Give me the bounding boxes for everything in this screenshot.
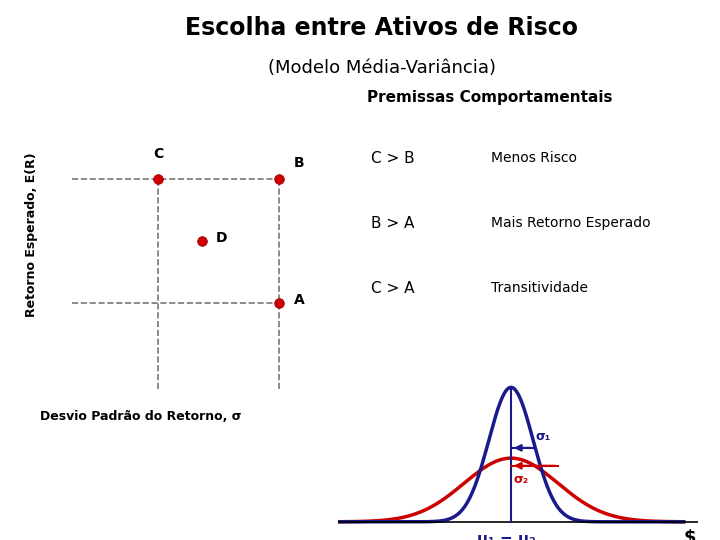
Text: Menos Risco: Menos Risco [490,151,577,165]
Text: Desvio Padrão do Retorno, σ: Desvio Padrão do Retorno, σ [40,410,241,423]
Text: Mais Retorno Esperado: Mais Retorno Esperado [490,216,650,230]
Text: Retorno Esperado, E(R): Retorno Esperado, E(R) [25,153,38,317]
Text: Transitividade: Transitividade [490,281,588,295]
Text: B: B [294,156,305,170]
Text: μ₁ = μ₂: μ₁ = μ₂ [477,532,536,540]
Text: C: C [153,147,163,161]
Text: C > A: C > A [371,281,414,295]
Text: $: $ [683,529,696,540]
Text: D: D [216,231,228,245]
Text: Escolha entre Ativos de Risco: Escolha entre Ativos de Risco [185,16,578,40]
Text: σ₂: σ₂ [513,474,528,487]
Text: B > A: B > A [371,216,414,231]
Text: (Modelo Média-Variância): (Modelo Média-Variância) [268,59,495,77]
Text: Premissas Comportamentais: Premissas Comportamentais [367,90,613,105]
Text: σ₁: σ₁ [536,430,551,443]
Text: A: A [294,293,305,307]
Text: C > B: C > B [371,151,414,166]
